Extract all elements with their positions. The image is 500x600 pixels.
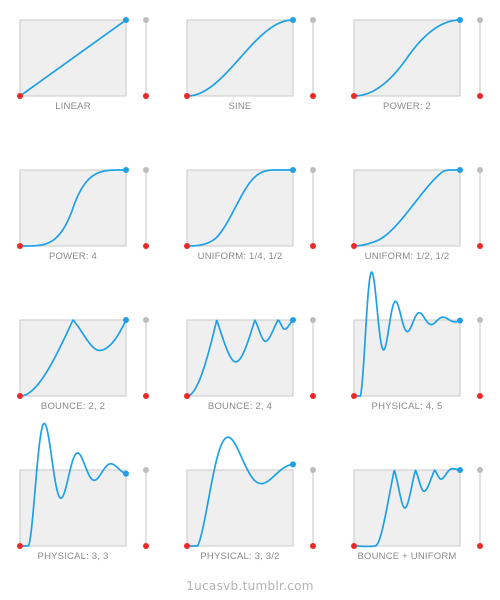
panel-caption: BOUNCE + UNIFORM: [358, 551, 457, 562]
curve-start-dot: [17, 393, 23, 399]
curve-end-dot: [123, 167, 129, 173]
easing-panel: BOUNCE + UNIFORM: [351, 467, 483, 562]
curve-start-dot: [184, 93, 190, 99]
easing-curve: [353, 19, 461, 97]
curve-start-dot: [17, 543, 23, 549]
slider-position-dot: [310, 243, 316, 249]
easing-panel: LINEAR: [17, 17, 149, 112]
curve-end-dot: [290, 461, 296, 468]
easing-curve: [353, 271, 461, 397]
slider-end-dot: [310, 467, 316, 473]
slider-position-dot: [477, 543, 483, 549]
curve-end-dot: [457, 167, 463, 173]
easing-curve: [186, 169, 294, 247]
easing-panel: PHYSICAL: 3, 3: [17, 422, 149, 562]
panel-caption: PHYSICAL: 3, 3: [38, 551, 109, 562]
slider-end-dot: [477, 17, 483, 23]
easing-curve: [19, 19, 127, 97]
easing-curve: [353, 467, 461, 548]
easing-panel: UNIFORM: 1/4, 1/2: [184, 167, 316, 262]
curve-end-dot: [123, 317, 129, 323]
curve-start-dot: [184, 543, 190, 549]
curve-end-dot: [123, 470, 129, 477]
slider-end-dot: [477, 317, 483, 323]
slider-position-dot: [477, 393, 483, 399]
footer-credit: 1ucasvb.tumblr.com: [186, 579, 314, 593]
curve-start-dot: [351, 543, 357, 549]
easing-curve: [19, 422, 127, 547]
graph-frame: [186, 169, 294, 247]
easing-panel: UNIFORM: 1/2, 1/2: [351, 167, 483, 262]
slider-position-dot: [310, 543, 316, 549]
slider-end-dot: [477, 467, 483, 473]
slider-position-dot: [143, 393, 149, 399]
graph-frame: [353, 469, 461, 547]
panel-grid: LINEAR SINE POWER: 2 POWER: 4 UNIFORM: 1/4, …: [17, 17, 483, 562]
graph-frame: [353, 319, 461, 397]
easing-curve: [353, 169, 461, 247]
graph-frame: [353, 169, 461, 247]
graph-frame: [186, 469, 294, 547]
slider-position-dot: [477, 243, 483, 249]
slider-end-dot: [477, 167, 483, 173]
panel-caption: POWER: 2: [383, 101, 431, 112]
easing-panel: BOUNCE: 2, 2: [17, 317, 149, 412]
panel-caption: PHYSICAL: 4, 5: [372, 401, 443, 412]
slider-end-dot: [143, 317, 149, 323]
slider-position-dot: [143, 93, 149, 99]
curve-end-dot: [290, 167, 296, 173]
panel-caption: LINEAR: [55, 101, 91, 112]
graph-frame: [19, 319, 127, 397]
panel-caption: POWER: 4: [49, 251, 97, 262]
easing-panel: PHYSICAL: 4, 5: [351, 271, 483, 412]
easing-curve: [19, 169, 127, 247]
slider-position-dot: [310, 393, 316, 399]
panel-caption: SINE: [229, 101, 252, 112]
curve-start-dot: [351, 243, 357, 249]
curve-start-dot: [17, 93, 23, 99]
slider-end-dot: [143, 467, 149, 473]
slider-end-dot: [143, 17, 149, 23]
easing-panel: SINE: [184, 17, 316, 112]
curve-end-dot: [290, 17, 296, 23]
slider-position-dot: [477, 93, 483, 99]
curve-end-dot: [290, 317, 296, 323]
curve-end-dot: [123, 17, 129, 23]
easing-curve: [186, 319, 294, 397]
panel-caption: BOUNCE: 2, 2: [41, 401, 105, 412]
easing-panel: POWER: 4: [17, 167, 149, 262]
easing-curve: [186, 436, 294, 547]
curve-end-dot: [457, 317, 463, 324]
easing-panel: PHYSICAL: 3, 3/2: [184, 436, 316, 562]
easing-curve: [19, 319, 127, 397]
easing-panel: POWER: 2: [351, 17, 483, 112]
curve-end-dot: [457, 467, 463, 473]
curve-start-dot: [184, 393, 190, 399]
easing-panel: BOUNCE: 2, 4: [184, 317, 316, 412]
slider-end-dot: [310, 17, 316, 23]
easing-curve: [186, 19, 294, 97]
curve-start-dot: [351, 393, 357, 399]
curve-end-dot: [457, 17, 463, 23]
curve-start-dot: [184, 243, 190, 249]
slider-end-dot: [310, 317, 316, 323]
slider-position-dot: [143, 243, 149, 249]
slider-position-dot: [143, 543, 149, 549]
slider-end-dot: [310, 167, 316, 173]
panel-caption: PHYSICAL: 3, 3/2: [200, 551, 279, 562]
curve-start-dot: [351, 93, 357, 99]
slider-end-dot: [143, 167, 149, 173]
curve-start-dot: [17, 243, 23, 249]
panel-caption: UNIFORM: 1/2, 1/2: [365, 251, 450, 262]
panel-caption: BOUNCE: 2, 4: [208, 401, 272, 412]
graph-frame: [19, 469, 127, 547]
panel-caption: UNIFORM: 1/4, 1/2: [198, 251, 283, 262]
slider-position-dot: [310, 93, 316, 99]
